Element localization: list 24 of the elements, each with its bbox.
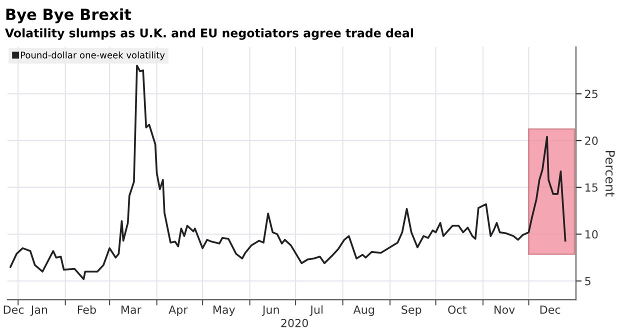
y-tick-label: 20 [585,136,598,145]
y-tick-label: 10 [586,230,598,239]
y-tick-label: 25 [585,90,598,98]
x-tick-label: May [213,306,236,316]
x-tick-label: Oct [448,305,466,314]
chart-subtitle: Volatility slumps as U.K. and EU negotiators agree trade deal [5,28,413,40]
legend-label: Pound-dollar one-week volatility [20,51,165,60]
x-tick-label: Mar [122,306,142,314]
x-tick-label: Aug [353,306,374,316]
x-tick-label: Nov [494,306,515,314]
y-axis-title: Percent [605,151,615,197]
y-tick-label: 15 [586,183,598,192]
x-tick-label: Feb [78,305,96,314]
line-series [10,64,566,280]
x-tick-label: Apr [168,306,188,316]
x-tick-label: Dec [4,306,24,314]
chart-title: Bye Bye Brexit [6,8,132,24]
x-tick-label: Sep [402,305,422,316]
x-tick-label: Dec [540,306,560,314]
x-tick-label: Jul [310,305,323,316]
x-tick-label: Jan [30,306,48,316]
x-tick-label: Jun [262,306,279,316]
x-axis-title: 2020 [281,318,308,328]
y-tick-label: 5 [585,277,590,286]
